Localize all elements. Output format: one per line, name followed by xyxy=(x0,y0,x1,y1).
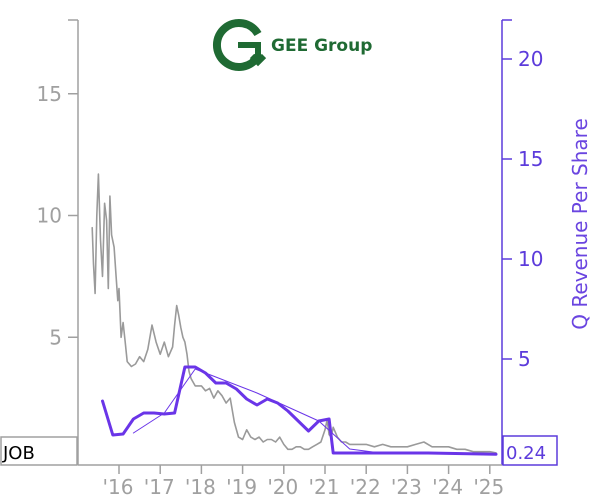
price-line xyxy=(91,173,497,454)
gee-group-logo: GEE Group xyxy=(212,19,372,71)
left-axis-ticks: 5 10 15 xyxy=(37,82,78,349)
x-tick-label: '23 xyxy=(391,475,422,499)
right-tick-label: 10 xyxy=(518,247,543,271)
revenue-trend-line xyxy=(132,368,497,455)
right-axis-title: Q Revenue Per Share xyxy=(568,118,592,330)
x-tick-label: '19 xyxy=(226,475,257,499)
ticker-label: JOB xyxy=(2,443,35,464)
x-tick-label: '22 xyxy=(350,475,381,499)
last-value-frame xyxy=(502,435,558,466)
right-tick-label: 20 xyxy=(518,47,543,71)
ticker-box-frame xyxy=(0,436,78,466)
ticker-box: JOB xyxy=(0,436,78,466)
last-value-label: 0.24 xyxy=(506,443,546,464)
x-tick-label: '16 xyxy=(103,475,134,499)
x-tick-label: '24 xyxy=(432,475,463,499)
revenue-line xyxy=(101,365,498,456)
x-tick-label: '21 xyxy=(309,475,340,499)
x-tick-label: '17 xyxy=(144,475,175,499)
left-tick-label: 10 xyxy=(37,204,62,228)
right-axis-ticks: 5 10 15 20 xyxy=(502,47,543,371)
x-tick-label: '25 xyxy=(473,475,504,499)
logo-name: GEE Group xyxy=(271,36,372,56)
last-value-box: 0.24 xyxy=(502,435,558,466)
left-tick-label: 15 xyxy=(37,82,62,106)
logo-arrow-icon xyxy=(238,42,267,67)
right-tick-label: 5 xyxy=(518,347,531,371)
x-tick-label: '20 xyxy=(267,475,298,499)
x-axis-ticks: '16 '17 '18 '19 '20 '21 '22 '23 '24 '25 xyxy=(103,465,504,499)
right-tick-label: 15 xyxy=(518,147,543,171)
series-layer xyxy=(91,173,498,456)
left-tick-label: 5 xyxy=(49,325,62,349)
logo-g-icon xyxy=(212,19,262,71)
x-tick-label: '18 xyxy=(185,475,216,499)
